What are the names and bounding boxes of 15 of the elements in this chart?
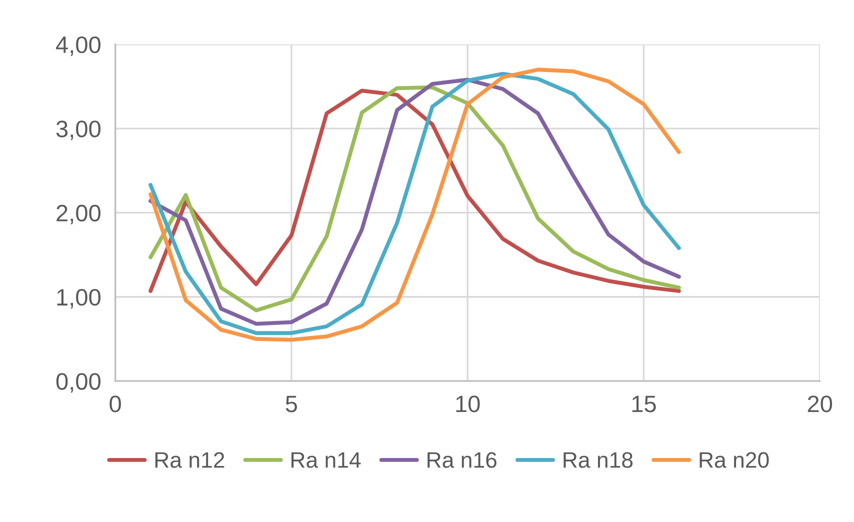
x-tick-label: 15 <box>632 396 656 412</box>
y-tick-label: 2,00 <box>56 204 100 224</box>
x-tick-label: 20 <box>808 396 832 412</box>
legend-label: Ra n14 <box>292 452 361 468</box>
x-tick-label: 5 <box>286 396 298 412</box>
y-tick-label: 3,00 <box>56 120 100 140</box>
legend-label: Ra n12 <box>155 452 224 468</box>
y-tick-label: 0,00 <box>56 373 100 393</box>
x-tick-label: 0 <box>110 396 121 412</box>
y-tick-label: 4,00 <box>56 36 100 56</box>
y-tick-label: 1,00 <box>57 288 100 308</box>
legend-label: Ra n20 <box>700 452 769 468</box>
legend-label: Ra n16 <box>428 452 496 468</box>
x-tick-label: 10 <box>456 396 480 412</box>
legend-label: Ra n18 <box>564 452 633 468</box>
